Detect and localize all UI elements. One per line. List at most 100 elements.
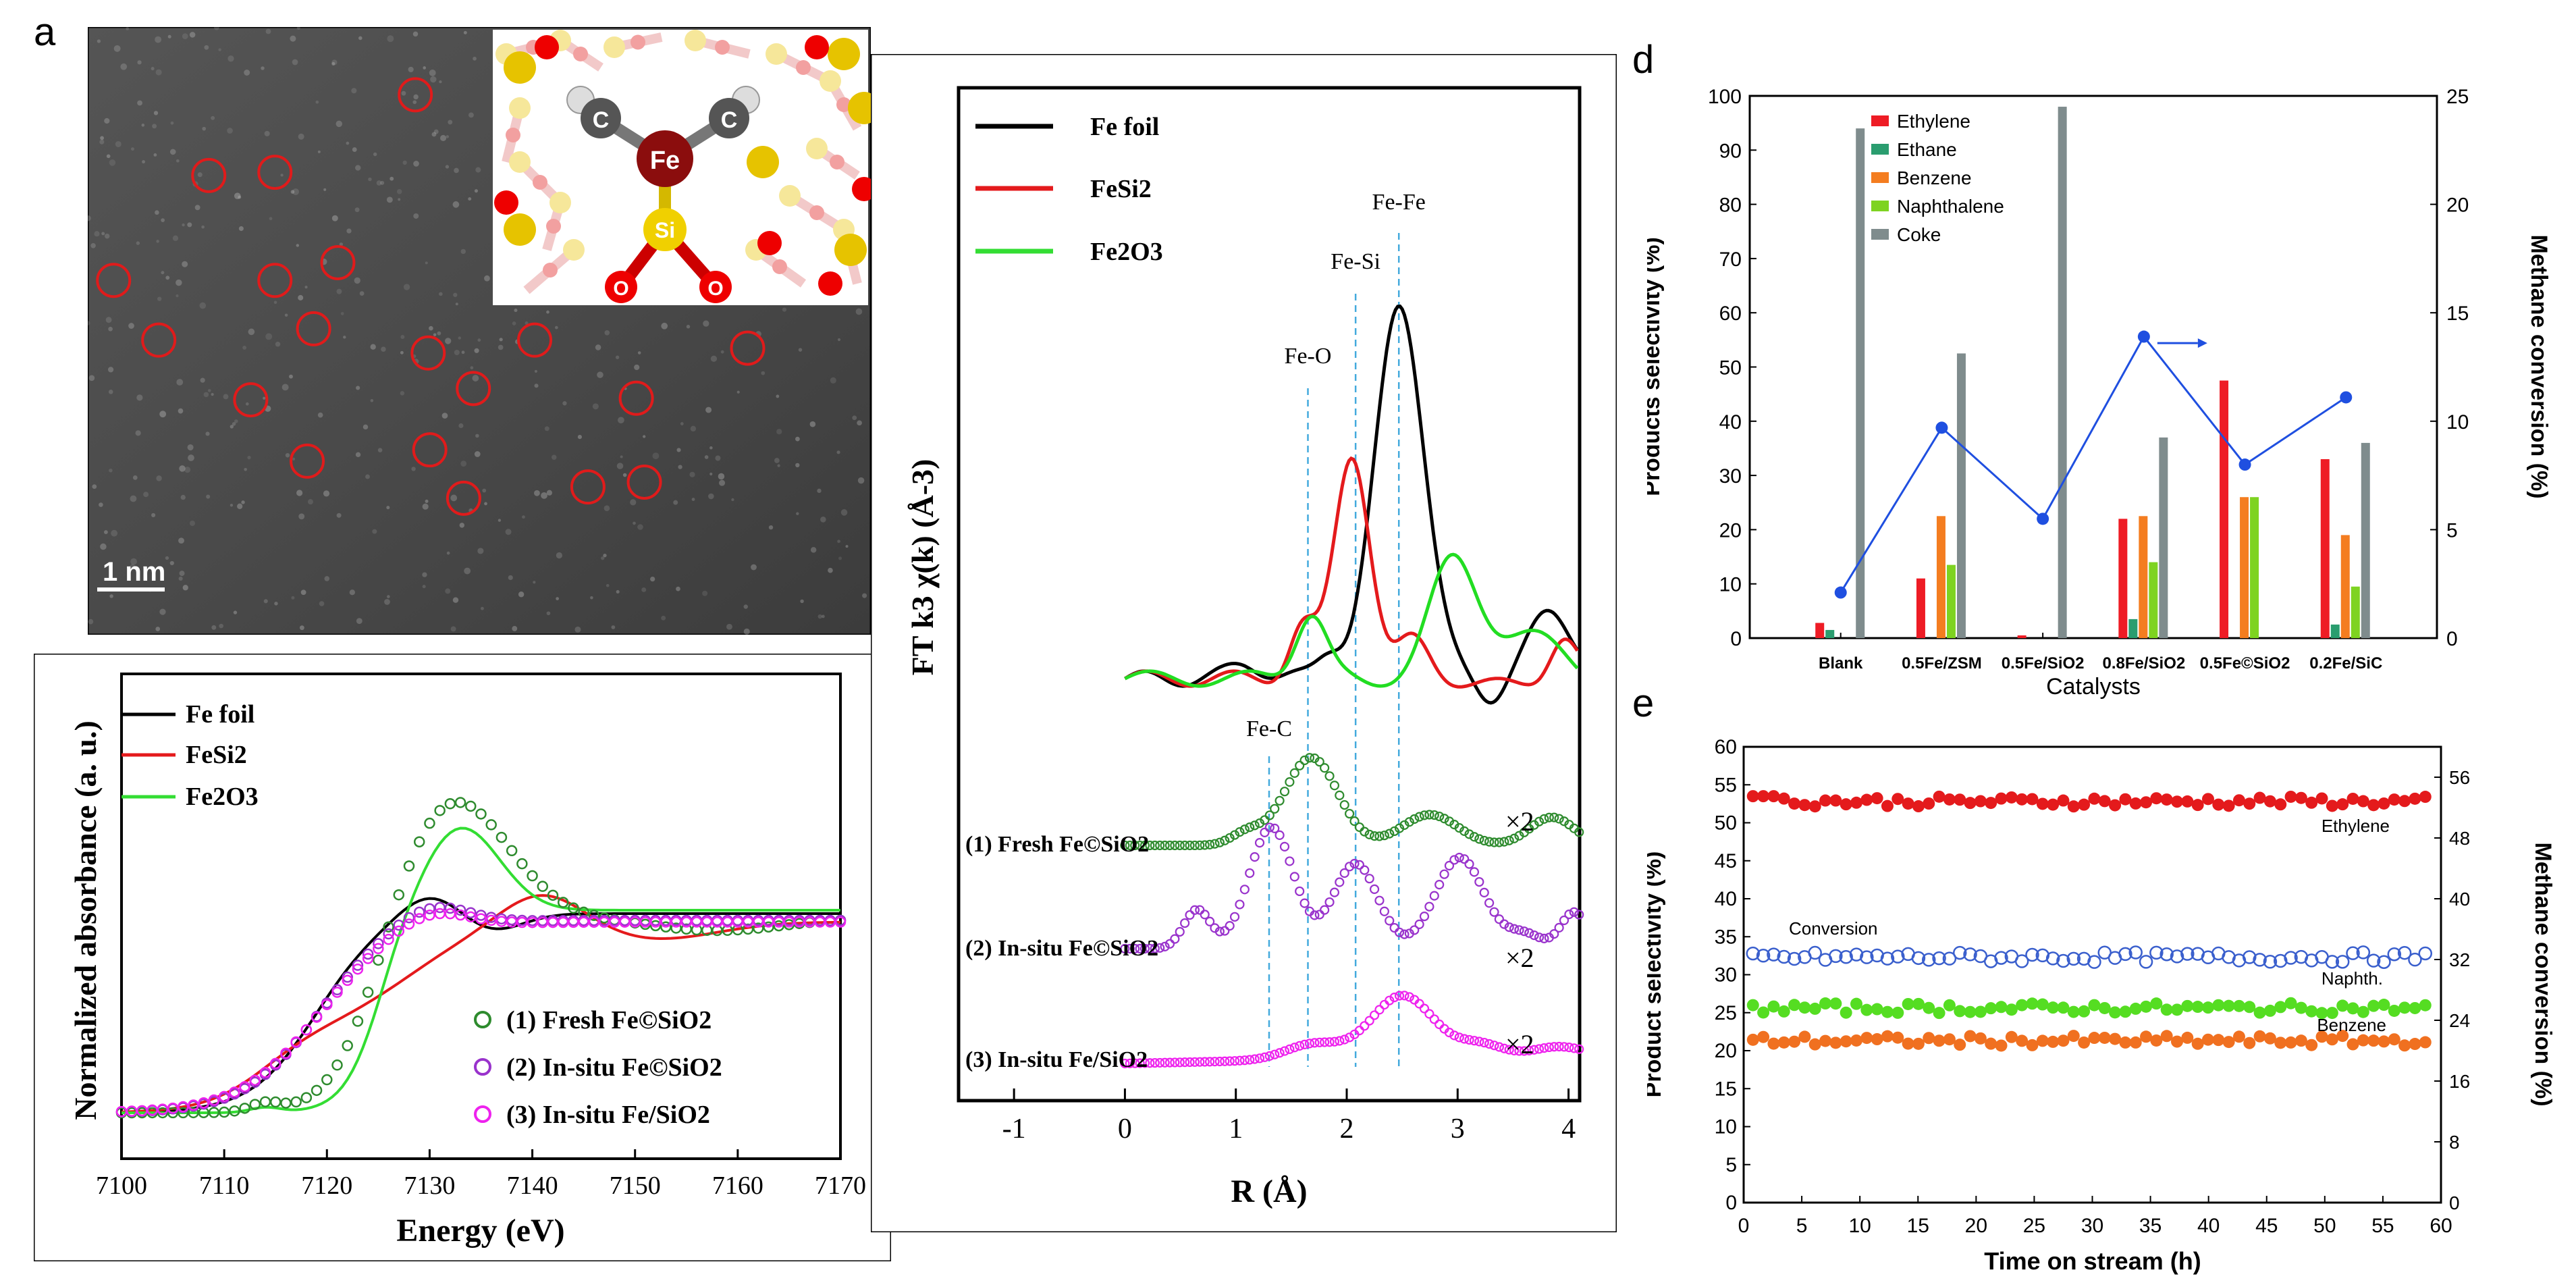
legend-fe-foil: Fe foil [186,700,254,729]
panel-e-chart: 0 5 10 15 20 25 30 35 40 45 50 55 600510152025303540… [1647,736,2556,1275]
naphth-point [2357,1005,2369,1018]
exafs-fresh-point [1379,831,1389,841]
noise-dot [104,117,110,124]
benzene-point [2088,1032,2101,1045]
naphth-point [2067,1005,2080,1018]
exafs-insitu-fesi-point [1175,1057,1185,1068]
exafs-insitu-fec-point [1514,925,1524,935]
noise-dot [650,576,655,582]
conversion-point [1746,946,1761,961]
naphth-point [1881,1005,1894,1018]
conversion-point [2377,955,2391,969]
exafs-fresh-point [1135,840,1145,851]
exafs-fresh-point [1260,815,1270,825]
noise-dot [103,530,108,535]
panel-label-d: d [1632,38,1655,82]
exafs-fe-foil [1124,304,1579,705]
exafs-fresh-point [1345,808,1355,819]
noise-dot [680,422,684,425]
conversion-point [2035,948,2050,963]
ethylene-point [2016,793,2029,806]
ethylene-point [2047,798,2060,811]
xanes-insitu-fesi-point [167,1102,179,1114]
atom [830,155,844,169]
conversion-point [1942,951,1957,966]
ethylene-point [1860,793,1873,806]
noise-dot [115,140,122,147]
conversion-point [2273,953,2288,968]
exafs-fresh-point [1120,840,1130,851]
exafs-insitu-fesi-point [1385,995,1395,1005]
xanes-insitu-fesi-point [383,933,394,945]
naphth-point [2005,1003,2018,1016]
xanes-fresh-point [342,1040,353,1051]
noise-dot [800,599,804,604]
atom [549,192,571,213]
xanes-fresh-point [413,836,425,847]
exafs-insitu-fesi-point [1295,1041,1305,1051]
noise-dot [704,455,709,459]
ethylene-point [1933,790,1946,803]
xanes-fresh-point [249,1099,261,1110]
exafs-insitu-fesi-point [1185,1057,1195,1068]
ethylene-point [2388,793,2400,806]
noise-dot [230,504,234,507]
naphth-point [2026,997,2039,1010]
conversion-point [1952,945,1967,960]
y-tick-label: 40 [1715,888,1737,910]
conversion-point [2325,955,2340,969]
naphth-point [2098,1001,2111,1014]
x-tick-label: 40 [2197,1215,2220,1237]
naphth-point [2367,999,2380,1012]
exafs-fresh-point [1210,839,1220,849]
noise-dot [459,523,465,528]
ethylene-point [1808,800,1821,813]
noise-dot [142,160,146,164]
noise-dot [176,279,182,286]
exafs-insitu-fec-point [1289,872,1299,882]
noise-dot [437,331,441,336]
noise-dot [137,60,142,65]
exafs-insitu-fec-point [1364,874,1374,884]
exafs-insitu-fesi-point [1279,1046,1290,1056]
noise-dot [817,614,822,619]
ethylene-point [2140,796,2153,809]
ethylene-point [1777,792,1790,805]
atom [573,47,588,61]
conversion-point [1756,949,1771,963]
noise-dot [238,226,244,232]
noise-dot [176,159,180,163]
atom-marker-circle [257,263,293,298]
conversion-point [1922,953,1936,967]
exafs-insitu-fec-point [1239,885,1250,895]
exafs-insitu-fesi-point [1364,1016,1374,1026]
noise-dot [238,195,242,199]
noise-dot [838,556,842,560]
noise-dot [153,111,159,115]
ethylene-point [2367,799,2380,812]
noise-dot [401,90,406,96]
exafs-fresh-point [1295,760,1305,770]
noise-dot [474,189,479,193]
noise-dot [514,309,518,313]
conversion-point [1777,949,1791,964]
noise-dot [463,30,467,34]
noise-dot [157,296,162,301]
exafs-fresh-point [1164,840,1175,851]
conversion-point [1787,951,1802,966]
xanes-insitu-fec-point [454,904,466,916]
noise-dot [620,455,623,458]
noise-dot [355,165,361,171]
noise-dot [616,463,624,469]
atom-marker-circle [320,244,356,280]
exafs-fresh-point [1205,839,1215,849]
exafs-insitu-fesi-point [1180,1057,1190,1068]
ethylene-point [1746,790,1759,803]
noise-dot [346,141,350,145]
exafs-insitu-fesi-point [1429,1014,1439,1024]
naphth-point [1850,997,1863,1010]
exafs-insitu-fec-point [1454,852,1464,863]
noise-dot [597,371,603,378]
ethylene-point [2336,798,2349,811]
conversion-point [1834,586,1847,599]
